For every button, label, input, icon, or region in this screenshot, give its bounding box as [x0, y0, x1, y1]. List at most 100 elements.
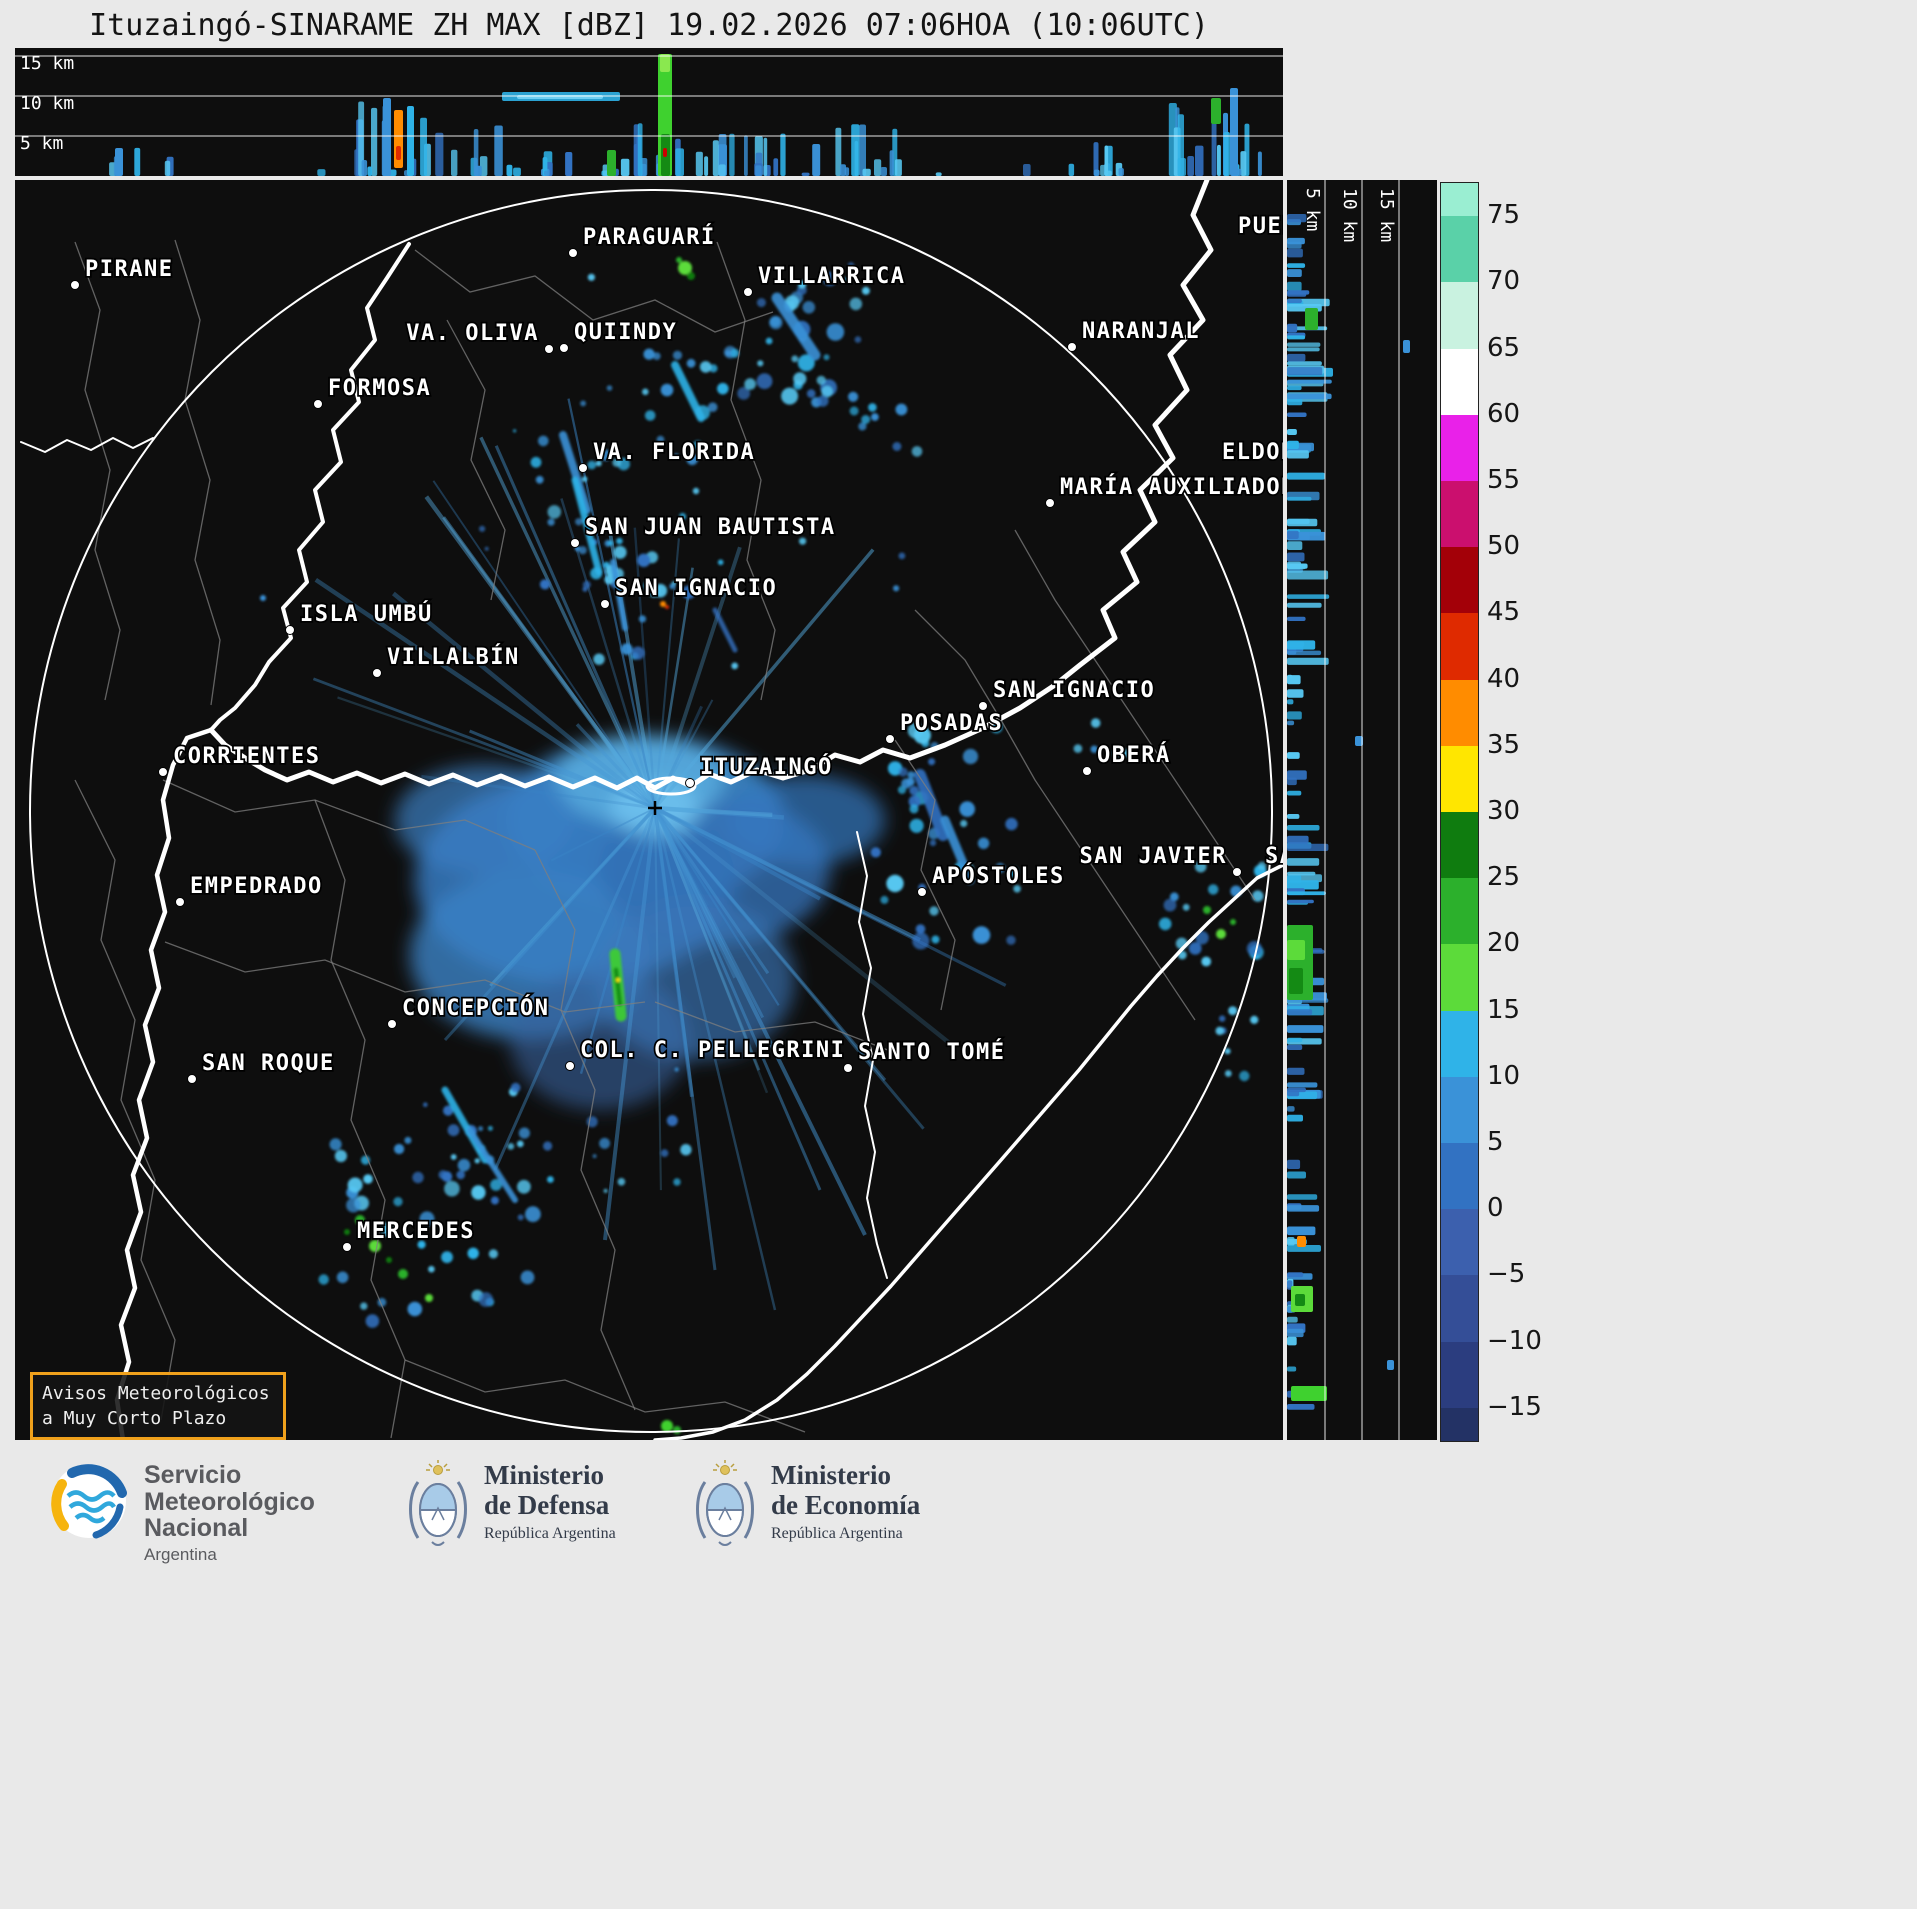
- echo-streak: [671, 361, 705, 422]
- echo-cell: [817, 395, 829, 407]
- echo-bar: [1287, 248, 1303, 258]
- economia-wordmark: Ministerio de Economía República Argenti…: [771, 1460, 920, 1543]
- echo-cell: [680, 1144, 692, 1156]
- echo-bar: [1287, 1194, 1318, 1200]
- echo-column: [1217, 144, 1221, 176]
- echo-bar: [1287, 640, 1316, 650]
- echo-cell: [898, 767, 908, 777]
- city-dot: [600, 599, 610, 609]
- echo-cell: [1219, 1015, 1226, 1022]
- echo-column: [729, 133, 735, 176]
- cross-top-background: [15, 48, 1283, 176]
- echo-cell: [441, 1171, 453, 1182]
- echo-cell: [717, 382, 729, 395]
- echo-column: [835, 127, 842, 176]
- echo-bar: [1287, 241, 1302, 249]
- colorbar-tick-label: 0: [1487, 1193, 1504, 1224]
- echo-bar: [1287, 1336, 1297, 1346]
- echo-cell: [1194, 860, 1207, 873]
- echo-column: [565, 152, 573, 176]
- echo-cell: [898, 552, 906, 560]
- echo-cell: [1090, 718, 1101, 728]
- echo-cell: [412, 1171, 424, 1184]
- colorbar-band: [1441, 414, 1478, 481]
- echo-cell: [407, 1301, 423, 1317]
- echo-column: [506, 164, 513, 176]
- echo-bar: [1287, 858, 1320, 866]
- echo-speck: [660, 601, 666, 607]
- echo-cell: [620, 643, 633, 655]
- echo-highlight: [1295, 1294, 1305, 1306]
- echo-speck: [398, 1269, 408, 1279]
- city-dot: [578, 463, 588, 473]
- echo-cell: [1239, 1070, 1250, 1082]
- echo-cell: [456, 1170, 466, 1180]
- echo-cell: [1169, 892, 1179, 902]
- echo-cell: [346, 1197, 361, 1213]
- height-axis-label: 15 km: [20, 53, 74, 74]
- city-label: SAN JAVIER: [1080, 844, 1227, 869]
- echo-bar: [1287, 1009, 1313, 1016]
- echo-cell: [604, 575, 614, 585]
- echo-cell: [428, 1265, 435, 1273]
- city-label: EMPEDRADO: [190, 874, 323, 899]
- echo-bar: [1287, 675, 1301, 685]
- echo-bar: [1287, 1044, 1303, 1050]
- echo-bar: [1287, 752, 1300, 759]
- echo-bar: [1287, 602, 1322, 608]
- echo-cell: [660, 383, 674, 397]
- echo-cell: [791, 355, 799, 363]
- city-label: PARAGUARÍ: [583, 224, 716, 250]
- city-label: VILLARRICA: [758, 264, 905, 289]
- echo-cell: [637, 553, 651, 567]
- echo-column: [862, 168, 871, 176]
- colorbar-band: [1441, 745, 1478, 812]
- echo-speck: [425, 1294, 433, 1302]
- echo-column: [712, 140, 719, 176]
- echo-cell: [816, 375, 826, 385]
- echo-column: [675, 148, 684, 176]
- echo-column: [474, 165, 482, 176]
- echo-highlight: [1211, 98, 1221, 124]
- echo-cell: [660, 1149, 669, 1157]
- echo-cell: [781, 387, 799, 405]
- echo-column: [894, 159, 902, 176]
- echo-speck: [344, 1229, 350, 1235]
- echo-highlight: [1355, 736, 1363, 746]
- echo-cell: [806, 389, 816, 398]
- echo-cell: [530, 456, 542, 468]
- echo-bar: [1287, 1226, 1316, 1236]
- height-axis-label: 10 km: [20, 93, 74, 114]
- echo-column: [844, 167, 850, 176]
- echo-column: [1068, 163, 1075, 176]
- echo-streak: [571, 476, 603, 576]
- colorbar-band: [1441, 811, 1478, 879]
- echo-bar: [1287, 650, 1322, 656]
- echo-bar: [1287, 429, 1297, 435]
- echo-column: [801, 172, 810, 176]
- echo-highlight: [407, 106, 414, 176]
- echo-speck: [1203, 906, 1211, 914]
- colorbar-bands: [1440, 182, 1479, 1442]
- echo-cell: [673, 453, 680, 459]
- echo-column: [889, 150, 894, 176]
- echo-cell: [672, 350, 683, 360]
- echo-cell: [1201, 956, 1212, 967]
- echo-cell: [653, 583, 668, 598]
- echo-streak: [712, 607, 738, 653]
- echo-bar: [1287, 353, 1306, 362]
- echo-cell: [643, 580, 655, 592]
- echo-bar: [1287, 367, 1323, 376]
- echo-bar: [1287, 1090, 1300, 1097]
- cross-top-echoes: [109, 54, 1262, 176]
- echo-cell: [854, 336, 862, 343]
- echo-bar: [1287, 1171, 1306, 1179]
- echo-bar: [1287, 269, 1302, 277]
- colorbar-band: [1441, 1341, 1478, 1408]
- echo-cell: [474, 1158, 480, 1164]
- echo-speck: [1230, 919, 1236, 925]
- cross-section-side-panel: 5 km 10 km 15 km: [1287, 180, 1437, 1440]
- echo-speck: [673, 1426, 681, 1434]
- echo-bar: [1287, 379, 1332, 384]
- echo-streak: [771, 292, 821, 361]
